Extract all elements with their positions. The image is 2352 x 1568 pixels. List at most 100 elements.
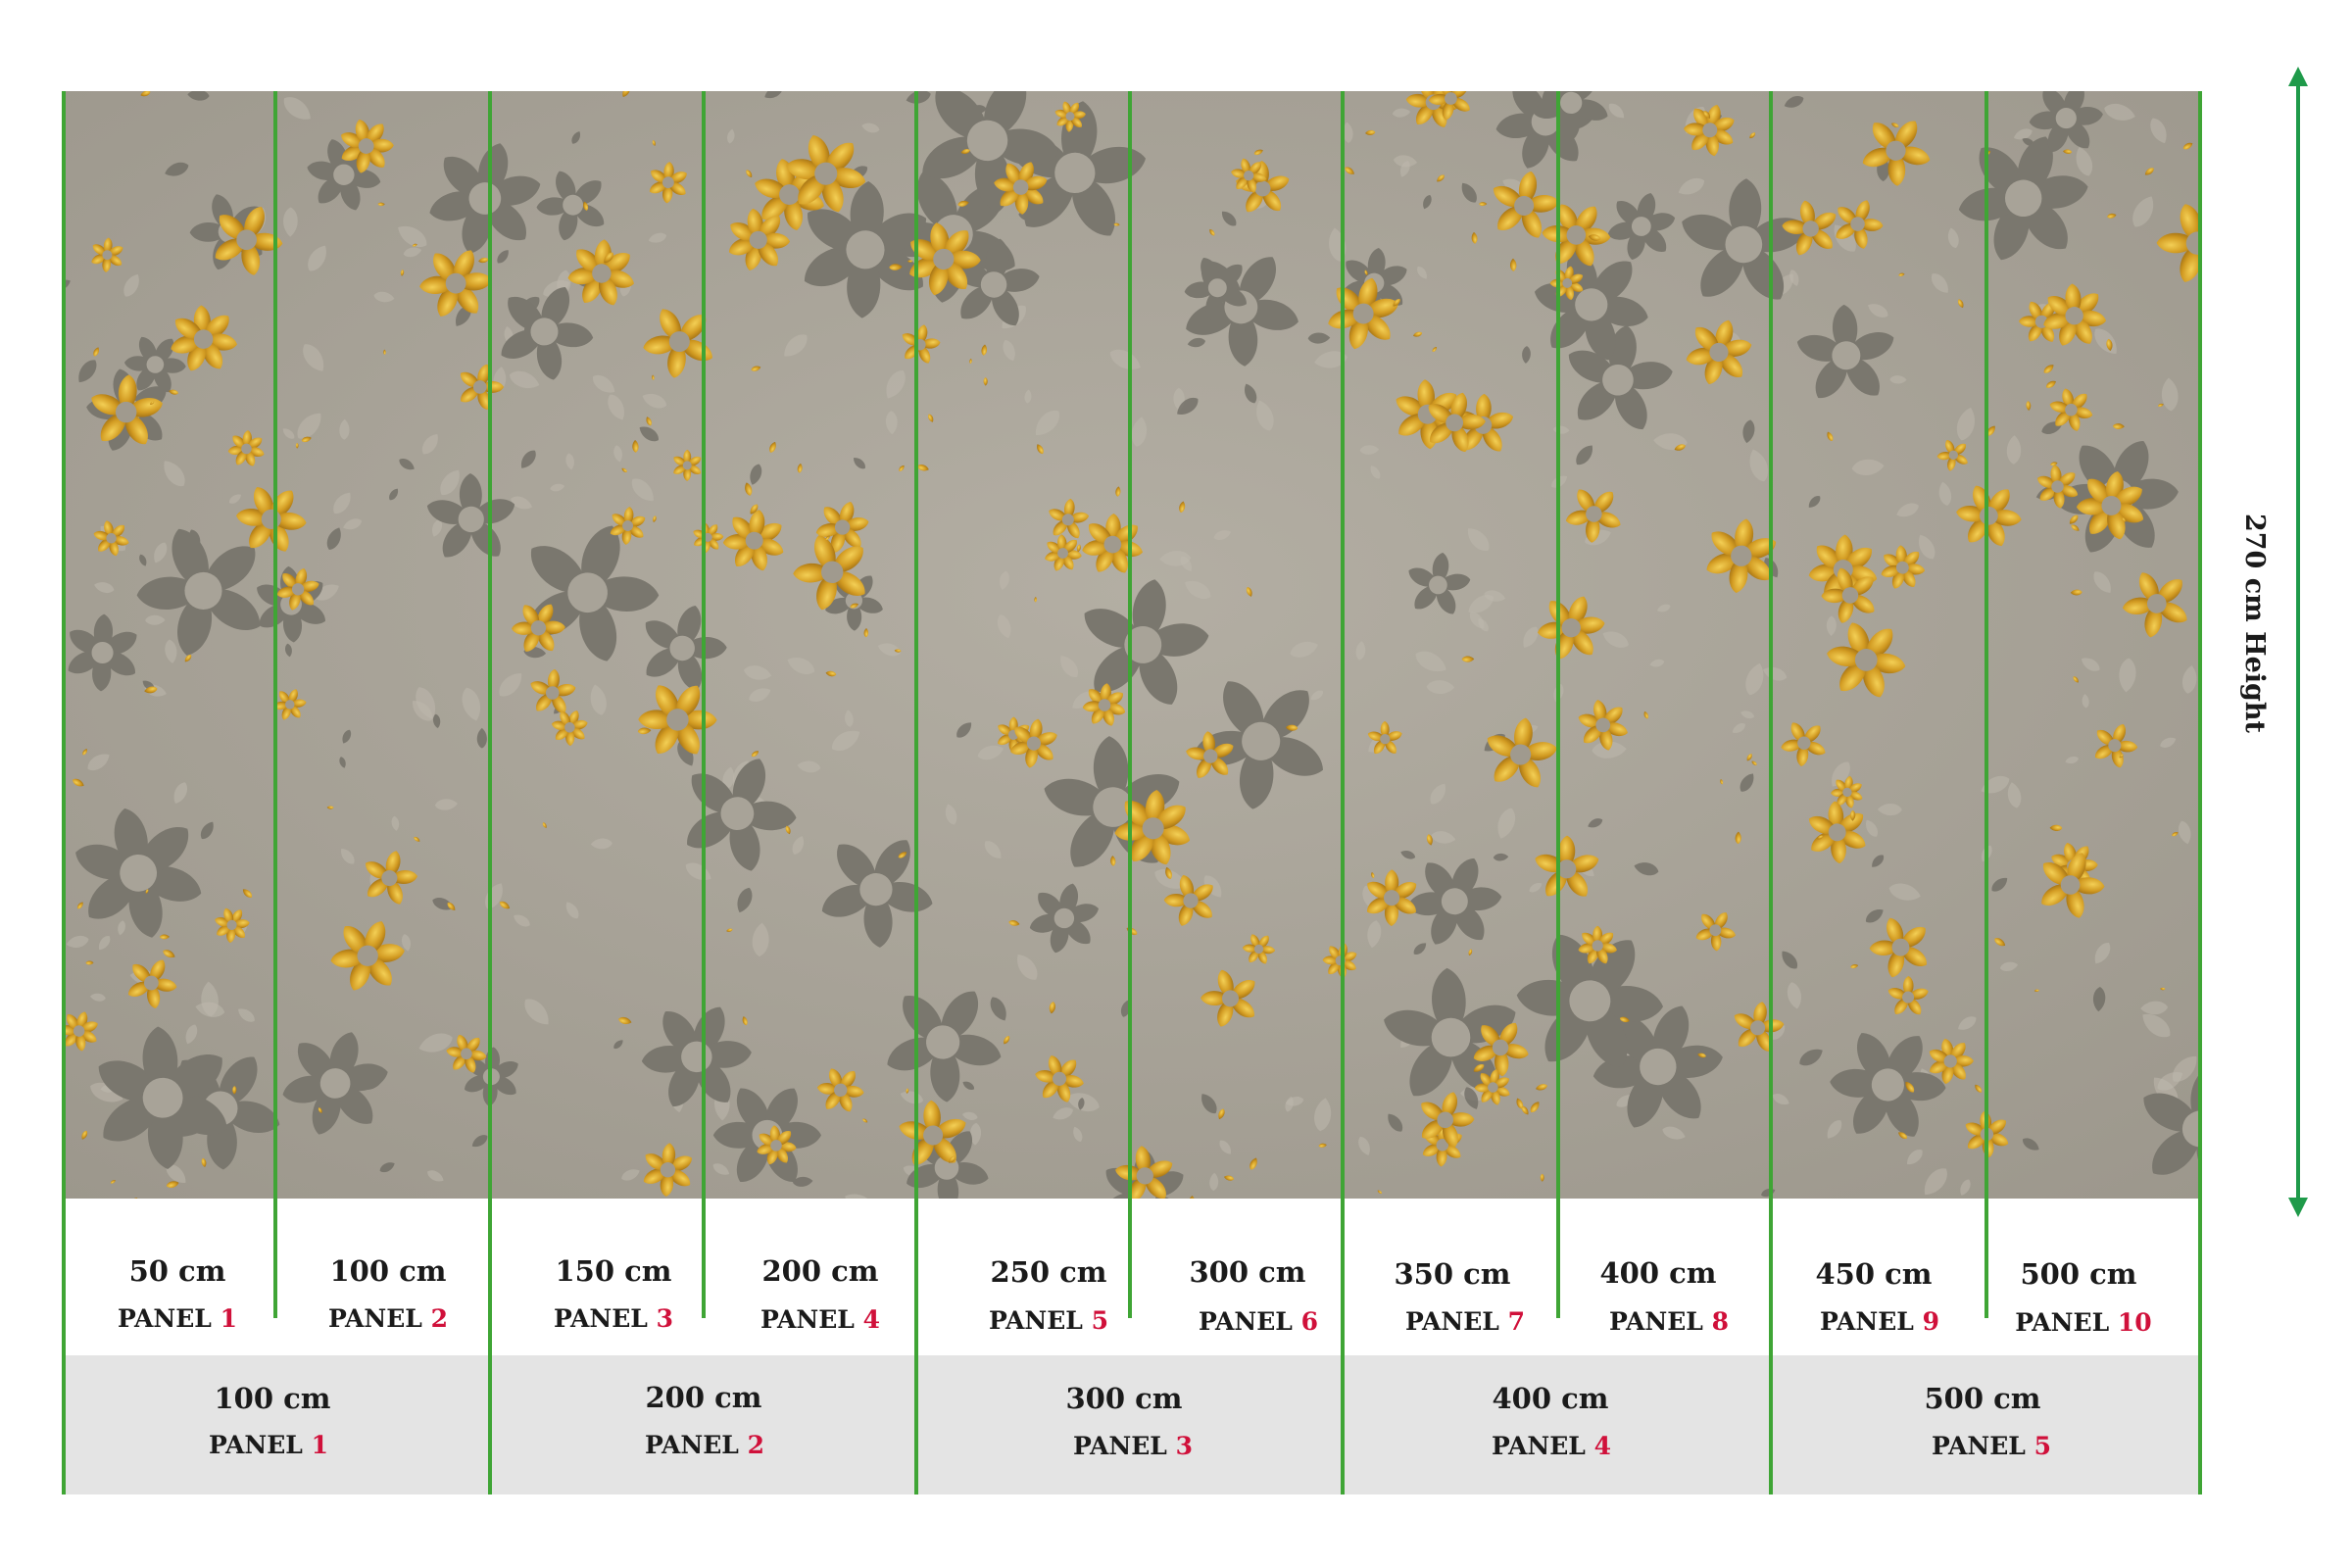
wide-panel-label: PANEL 3 bbox=[1073, 1432, 1193, 1460]
gold-fleck-motif bbox=[383, 349, 386, 356]
leaf-motif bbox=[1109, 349, 1141, 369]
leaf-motif bbox=[1355, 641, 1366, 661]
wide-panel-label: PANEL 2 bbox=[645, 1431, 764, 1459]
gold-fleck-motif bbox=[1049, 1002, 1055, 1014]
leaf-motif bbox=[621, 1169, 640, 1181]
gold-flower-motif bbox=[757, 1125, 797, 1165]
gold-fleck-motif bbox=[2112, 423, 2125, 429]
dark-leaf-motif bbox=[990, 997, 1006, 1021]
leaf-motif bbox=[1017, 954, 1038, 980]
leaf-motif bbox=[98, 936, 111, 951]
dark-flower-motif bbox=[887, 991, 1002, 1102]
leaf-motif bbox=[283, 97, 311, 120]
narrow-panel-size: 500 cm bbox=[2021, 1257, 2137, 1291]
leaf-motif bbox=[722, 766, 735, 790]
leaf-motif bbox=[283, 207, 298, 237]
gold-fleck-motif bbox=[150, 401, 155, 405]
gold-fleck-motif bbox=[159, 934, 170, 940]
leaf-motif bbox=[118, 920, 125, 936]
leaf-motif bbox=[1213, 530, 1232, 540]
dark-leaf-motif bbox=[139, 554, 147, 566]
gold-flower-motif bbox=[610, 507, 646, 545]
gold-fleck-motif bbox=[981, 344, 988, 356]
gold-fleck-motif bbox=[295, 442, 299, 449]
leaf-motif bbox=[1740, 710, 1755, 719]
gold-fleck-motif bbox=[140, 91, 151, 97]
dark-flower-motif bbox=[645, 605, 727, 691]
leaf-motif bbox=[1827, 1120, 1842, 1139]
dark-flower-motif bbox=[426, 473, 515, 558]
gold-fleck-motif bbox=[377, 202, 385, 207]
dark-leaf-motif bbox=[1187, 337, 1206, 348]
leaf-motif bbox=[1370, 466, 1381, 479]
dark-leaf-motif bbox=[399, 458, 415, 470]
gold-flower-motif bbox=[1035, 1055, 1084, 1102]
leaf-motif bbox=[1656, 604, 1671, 612]
leaf-motif bbox=[1889, 375, 1907, 384]
leaf-motif bbox=[1523, 626, 1539, 648]
leaf-motif bbox=[339, 418, 350, 440]
gold-flower-motif bbox=[722, 510, 784, 571]
leaf-motif bbox=[421, 434, 438, 455]
leaf-motif bbox=[1209, 1172, 1219, 1192]
gold-fleck-motif bbox=[81, 1130, 88, 1140]
leaf-motif bbox=[565, 902, 579, 919]
leaf-motif bbox=[1314, 1098, 1332, 1132]
gold-fleck-motif bbox=[1521, 1105, 1529, 1115]
leaf-motif bbox=[1467, 528, 1490, 552]
dark-leaf-motif bbox=[285, 643, 292, 658]
leaf-motif bbox=[524, 999, 549, 1025]
leaf-motif bbox=[66, 935, 89, 948]
gold-flower-motif bbox=[551, 710, 588, 747]
leaf-motif bbox=[1749, 449, 1769, 482]
leaf-motif bbox=[1497, 808, 1516, 839]
gold-flower-motif bbox=[127, 959, 177, 1009]
leaf-motif bbox=[1417, 267, 1427, 279]
leaf-motif bbox=[787, 658, 815, 674]
gold-flower-motif bbox=[1578, 700, 1628, 751]
gold-fleck-motif bbox=[1037, 444, 1044, 455]
leaf-motif bbox=[427, 1170, 444, 1182]
gold-flower-motif bbox=[673, 449, 702, 481]
gold-fleck-motif bbox=[1377, 1190, 1382, 1194]
dark-leaf-motif bbox=[1740, 773, 1754, 792]
gold-flower-motif bbox=[1428, 392, 1486, 453]
narrow-panel-label: PANEL 4 bbox=[760, 1305, 880, 1334]
leaf-motif bbox=[749, 688, 771, 703]
gold-fleck-motif bbox=[1461, 656, 1475, 662]
leaf-motif bbox=[1851, 459, 1885, 475]
dark-flower-motif bbox=[1533, 91, 1608, 142]
leaf-motif bbox=[1003, 340, 1015, 362]
gold-fleck-motif bbox=[1975, 1084, 1983, 1093]
leaf-motif bbox=[308, 245, 326, 271]
gold-flower-motif bbox=[1428, 91, 1470, 121]
leaf-motif bbox=[1866, 819, 1879, 837]
dark-leaf-motif bbox=[339, 757, 346, 768]
leaf-motif bbox=[997, 614, 1011, 639]
leaf-motif bbox=[1060, 656, 1078, 677]
leaf-motif bbox=[282, 428, 295, 439]
gold-fleck-motif bbox=[318, 1107, 322, 1113]
dark-flower-motif bbox=[282, 1032, 388, 1135]
leaf-motif bbox=[1256, 400, 1274, 431]
leaf-motif bbox=[1787, 982, 1801, 1009]
wide-panel-size: 300 cm bbox=[1066, 1382, 1183, 1415]
dark-leaf-motif bbox=[737, 887, 753, 913]
narrow-panel-row bbox=[64, 1199, 2202, 1355]
dark-leaf-motif bbox=[497, 250, 509, 264]
dark-flower-motif bbox=[687, 759, 797, 871]
leaf-motif bbox=[2104, 103, 2135, 121]
gold-fleck-motif bbox=[637, 727, 652, 735]
gold-fleck-motif bbox=[2182, 142, 2193, 150]
gold-fleck-motif bbox=[726, 928, 733, 932]
leaf-motif bbox=[784, 334, 808, 357]
leaf-motif bbox=[999, 570, 1009, 590]
gold-flower-motif bbox=[273, 689, 307, 720]
dark-leaf-motif bbox=[962, 1081, 975, 1090]
dark-leaf-motif bbox=[1782, 951, 1798, 969]
dark-leaf-motif bbox=[613, 1040, 623, 1050]
gold-flower-motif bbox=[1328, 277, 1399, 350]
leaf-motif bbox=[886, 370, 906, 399]
gold-fleck-motif bbox=[604, 252, 613, 264]
dark-leaf-motif bbox=[1866, 909, 1884, 923]
